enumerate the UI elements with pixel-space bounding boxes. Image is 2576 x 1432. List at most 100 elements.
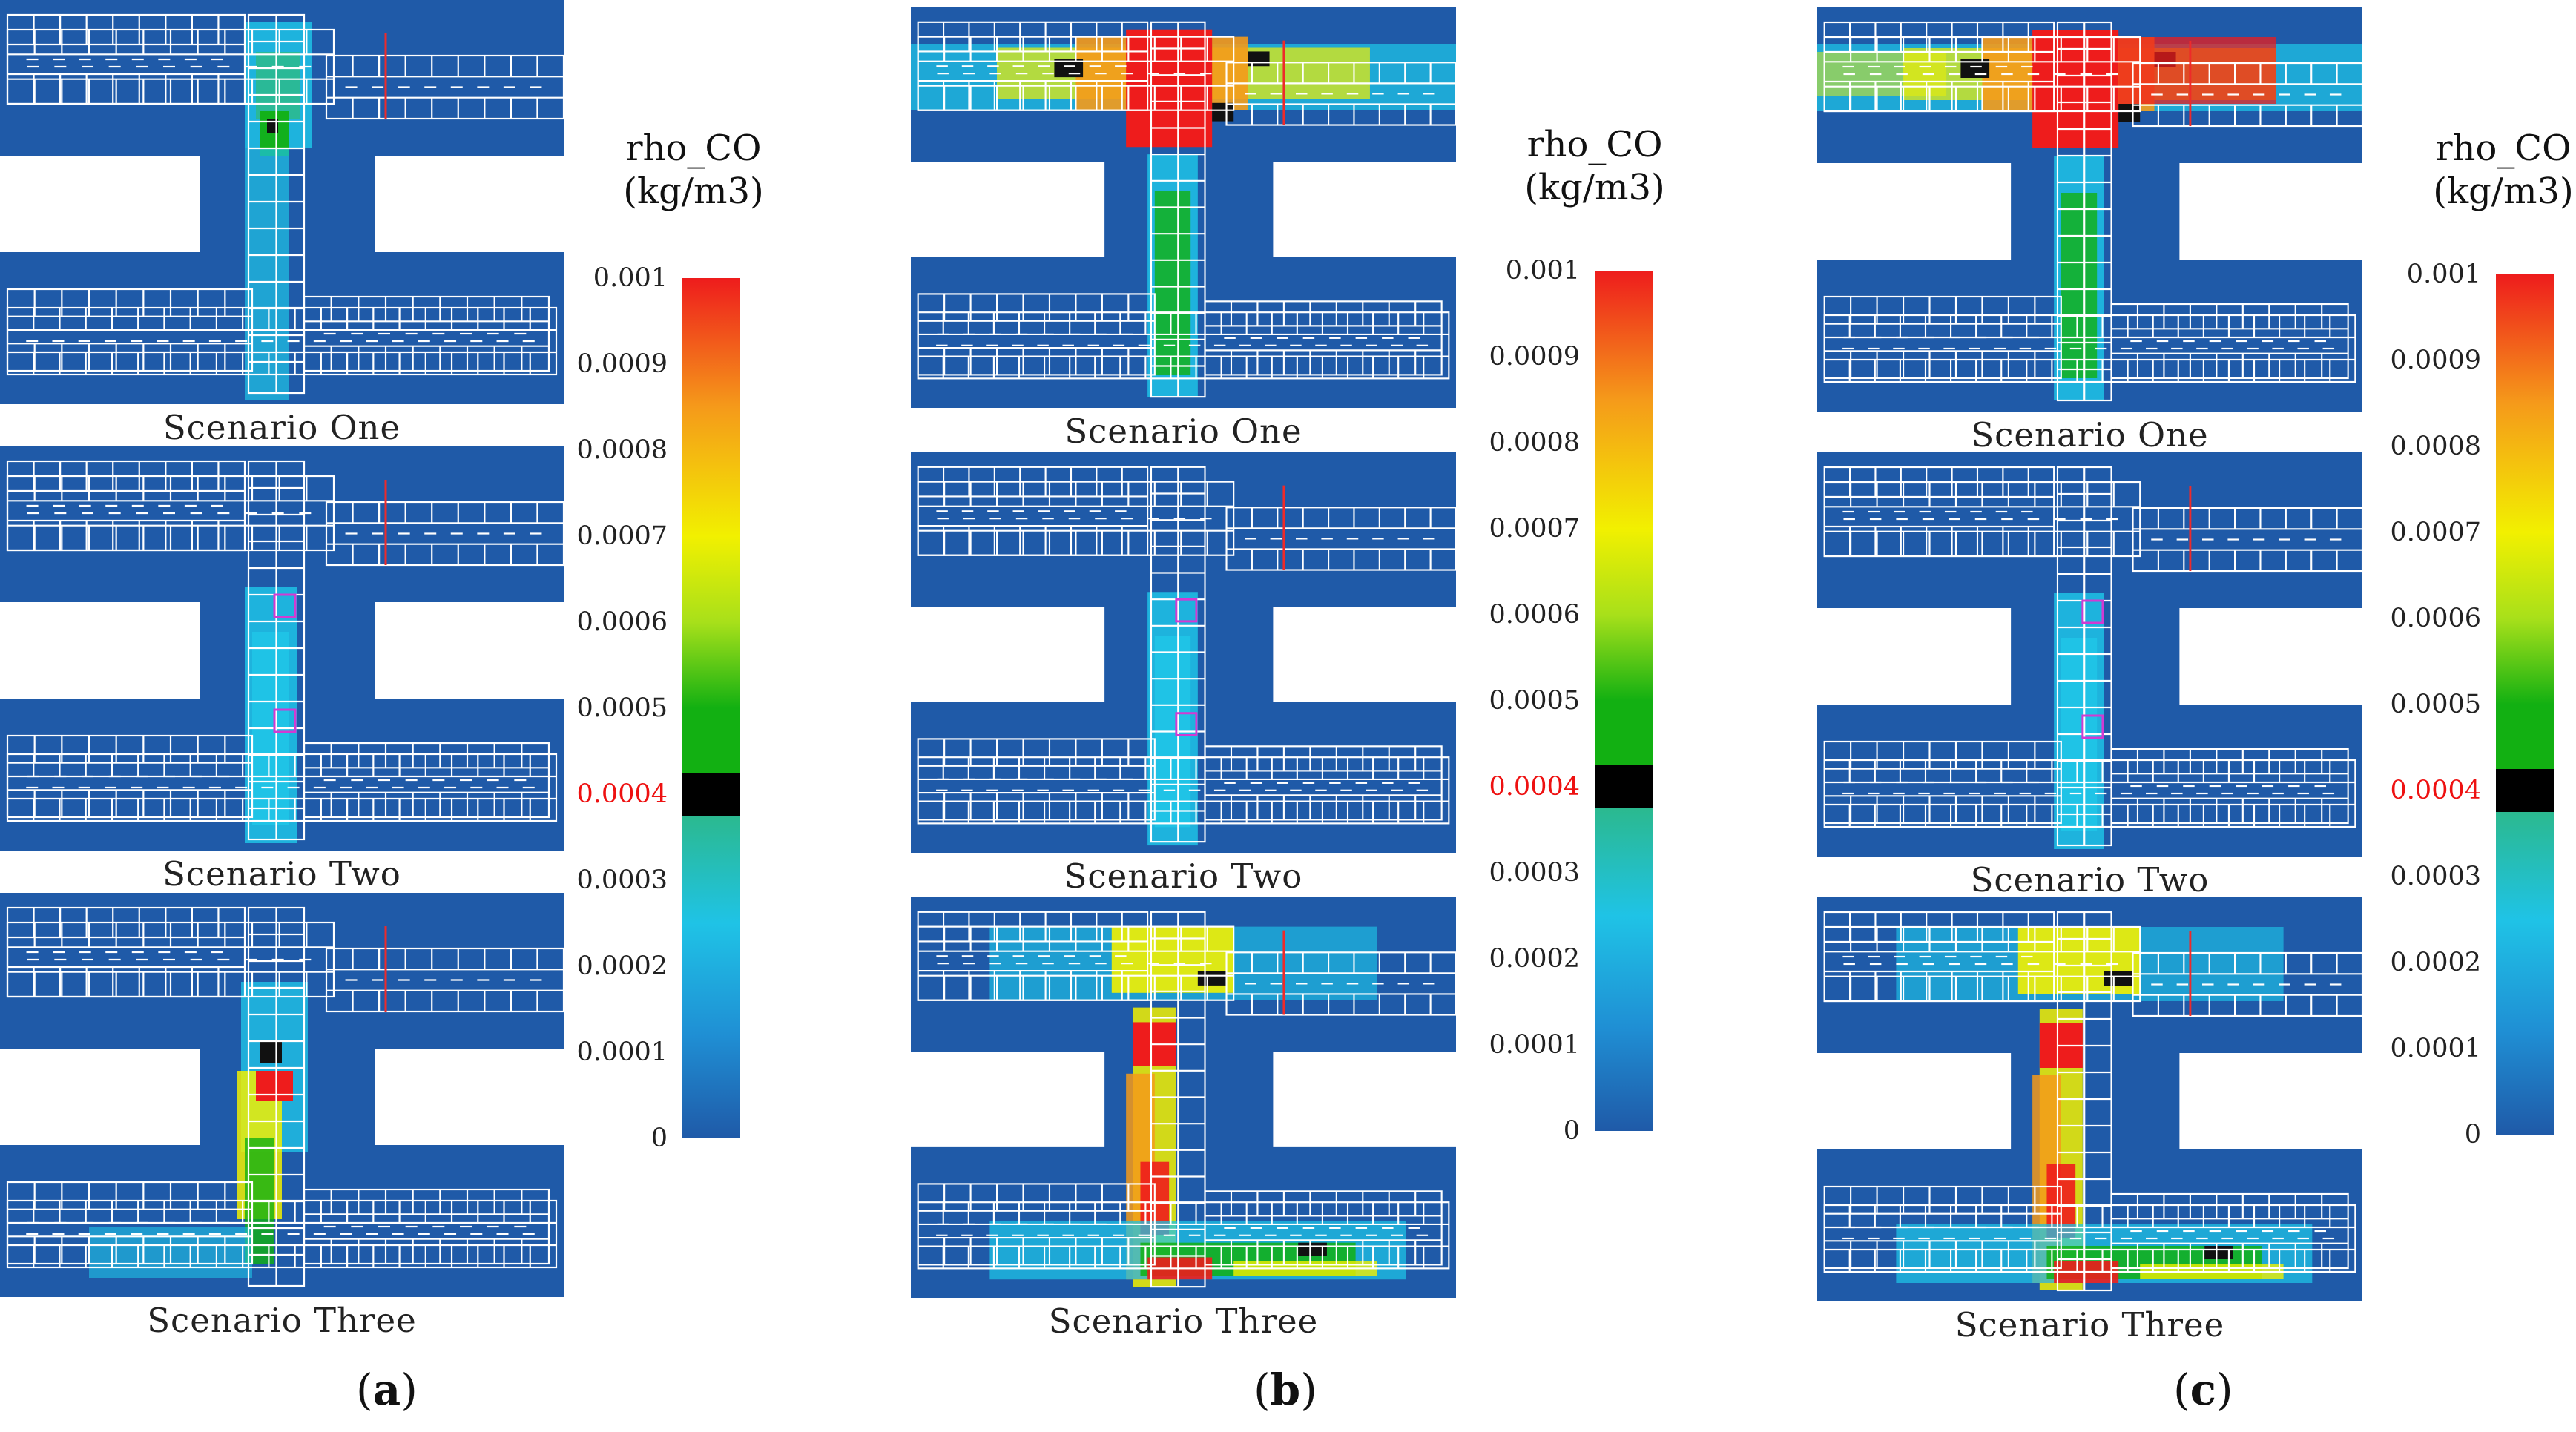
legend-title: rho_CO xyxy=(2435,128,2572,169)
scenario-caption: Scenario One xyxy=(162,408,401,447)
co-region xyxy=(1154,191,1191,375)
colorbar-legend: rho_CO (kg/m3) 0.001 0.0009 0.0008 0.0007 0.00… xyxy=(571,126,816,1179)
marker-square xyxy=(2081,714,2104,739)
label-paren: ( xyxy=(1254,1365,1271,1415)
scenario-panel: Scenario Two xyxy=(0,446,564,903)
legend-title: rho_CO xyxy=(625,128,762,169)
co-concentration-field xyxy=(245,22,312,400)
room-walls xyxy=(1823,911,2362,1292)
co-region xyxy=(256,52,300,119)
scenario-panel: Scenario Two xyxy=(1817,452,2362,908)
subfigure-label: (c) xyxy=(2173,1365,2233,1415)
building-wing xyxy=(2132,507,2362,573)
colorbar-tick-label: 0.0004 xyxy=(2390,776,2481,805)
courtyard-left xyxy=(1817,1053,2012,1149)
courtyard-right xyxy=(1273,1052,1456,1147)
co-region xyxy=(260,1041,282,1063)
floor-plan xyxy=(911,7,1456,408)
subfigure-label: (a) xyxy=(356,1365,418,1415)
courtyard-left xyxy=(911,1052,1105,1147)
marker-square xyxy=(273,593,297,618)
co-region xyxy=(2032,30,2119,148)
colorbar-tick-label: 0.0009 xyxy=(576,349,668,379)
floor-plan xyxy=(911,897,1456,1298)
colorbar-legend: rho_CO (kg/m3) 0.001 0.0009 0.0008 0.0007 0.00… xyxy=(2381,126,2576,1179)
colorbar-tick-label: 0.0009 xyxy=(2390,346,2481,375)
label-paren: ( xyxy=(2173,1365,2190,1415)
colorbar-tick-label: 0.0006 xyxy=(1489,600,1580,630)
floor-plan xyxy=(0,446,564,851)
colorbar-tick-label: 0.0002 xyxy=(2390,948,2481,977)
co-region xyxy=(1126,29,1213,148)
scenario-caption: Scenario Two xyxy=(1970,860,2210,900)
colorbar-tick-label: 0.0005 xyxy=(2390,690,2481,719)
courtyard-left xyxy=(0,1049,200,1145)
floor-plan xyxy=(1817,7,2362,412)
scenario-panel: Scenario One xyxy=(0,0,564,456)
label-paren: ) xyxy=(2216,1365,2233,1415)
label-letter: a xyxy=(372,1365,401,1415)
colorbar-tick-label: 0.0005 xyxy=(576,693,668,723)
colorbar-tick-label: 0.0006 xyxy=(576,607,668,637)
courtyard-right xyxy=(2179,1053,2362,1149)
marker-square xyxy=(2081,599,2104,624)
scenario-caption: Scenario Three xyxy=(147,1301,417,1340)
scenario-panel: Scenario One xyxy=(1817,7,2362,463)
colorbar-tick-label: 0.001 xyxy=(2406,260,2481,289)
colorbar-tick-label: 0.0001 xyxy=(576,1037,668,1067)
colorbar-tick-label: 0.001 xyxy=(593,263,668,293)
colorbar-tick-label: 0.0006 xyxy=(2390,604,2481,633)
courtyard-left xyxy=(1817,163,2012,260)
legend-title: rho_CO xyxy=(1526,124,1663,165)
legend-units: (kg/m3) xyxy=(2433,171,2574,212)
co-region xyxy=(2061,193,2098,378)
courtyard-right xyxy=(375,602,564,699)
label-paren: ) xyxy=(401,1365,418,1415)
co-concentration-field xyxy=(2054,593,2104,849)
co-region xyxy=(2118,37,2276,104)
co-region xyxy=(2104,971,2133,986)
building-wing xyxy=(2132,62,2362,128)
colorbar-tick-label: 0.0004 xyxy=(1489,772,1580,802)
colorbar-tick-label: 0 xyxy=(650,1124,668,1153)
room-walls xyxy=(917,911,1456,1288)
colorbar xyxy=(682,278,740,1138)
marker-square xyxy=(273,708,297,733)
label-letter: b xyxy=(1270,1365,1301,1415)
colorbar-tick-label: 0.0008 xyxy=(1489,428,1580,458)
courtyard-right xyxy=(375,156,564,252)
courtyard-left xyxy=(0,156,200,252)
scenario-caption: Scenario One xyxy=(1971,415,2209,455)
scenario-caption: Scenario Two xyxy=(1064,857,1303,896)
courtyard-right xyxy=(1273,162,1456,257)
co-region xyxy=(2118,104,2141,122)
courtyard-right xyxy=(2179,163,2362,260)
courtyard-right xyxy=(1273,607,1456,702)
building-wing xyxy=(1225,951,1456,1016)
scenario-caption: Scenario Two xyxy=(162,854,401,894)
courtyard-right xyxy=(375,1049,564,1145)
label-letter: c xyxy=(2190,1365,2216,1415)
building-wing xyxy=(1225,507,1456,571)
co-region xyxy=(1197,971,1227,986)
colorbar-tick-label: 0.0007 xyxy=(576,521,668,551)
legend-units: (kg/m3) xyxy=(623,171,764,212)
colorbar-tick-label: 0.0007 xyxy=(1489,514,1580,544)
colorbar-tick-label: 0.0001 xyxy=(2390,1034,2481,1063)
floor-plan xyxy=(1817,452,2362,857)
marker-square xyxy=(1175,598,1198,623)
label-paren: ( xyxy=(356,1365,373,1415)
colorbar-tick-label: 0.0002 xyxy=(1489,944,1580,974)
scenario-panel: Scenario Two xyxy=(911,452,1456,905)
subfigure-label: (b) xyxy=(1254,1365,1317,1415)
room-walls xyxy=(1823,21,2362,402)
scenario-panel: Scenario One xyxy=(911,7,1456,460)
colorbar-tick-label: 0.0003 xyxy=(2390,862,2481,891)
colorbar-tick-label: 0.0002 xyxy=(576,951,668,981)
label-paren: ) xyxy=(1300,1365,1317,1415)
colorbar-tick-label: 0.0003 xyxy=(1489,858,1580,888)
room-walls xyxy=(6,906,564,1287)
courtyard-left xyxy=(1817,608,2012,705)
floor-plan xyxy=(1817,897,2362,1301)
colorbar-tick-label: 0.0008 xyxy=(576,435,668,465)
